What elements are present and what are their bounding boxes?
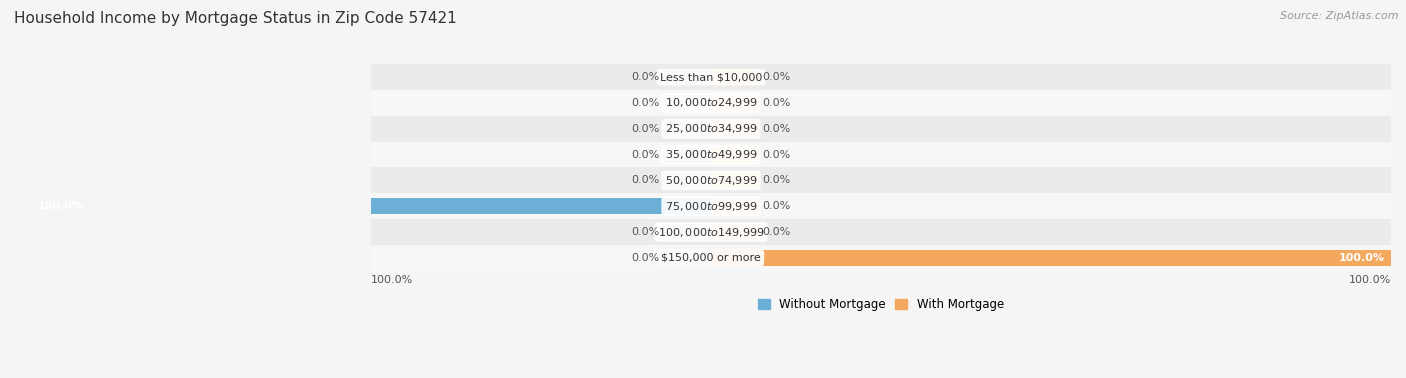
Bar	[31, 198, 711, 214]
Bar	[664, 147, 711, 163]
Text: $75,000 to $99,999: $75,000 to $99,999	[665, 200, 758, 213]
Text: 100.0%: 100.0%	[1339, 253, 1384, 263]
Bar	[664, 69, 711, 85]
Text: 0.0%: 0.0%	[762, 72, 790, 82]
Text: 100.0%: 100.0%	[1348, 275, 1391, 285]
Bar	[711, 250, 1391, 266]
Bar	[664, 250, 711, 266]
Text: 0.0%: 0.0%	[762, 98, 790, 108]
Bar	[371, 90, 1391, 116]
Text: 0.0%: 0.0%	[762, 227, 790, 237]
Bar	[371, 116, 1391, 142]
Text: 0.0%: 0.0%	[762, 150, 790, 160]
Text: 0.0%: 0.0%	[631, 124, 659, 134]
Bar	[664, 121, 711, 137]
Legend: Without Mortgage, With Mortgage: Without Mortgage, With Mortgage	[754, 293, 1008, 316]
Text: $35,000 to $49,999: $35,000 to $49,999	[665, 148, 758, 161]
Bar	[664, 224, 711, 240]
Text: 0.0%: 0.0%	[631, 175, 659, 185]
Text: Less than $10,000: Less than $10,000	[659, 72, 762, 82]
Bar	[711, 172, 759, 188]
Text: Source: ZipAtlas.com: Source: ZipAtlas.com	[1281, 11, 1399, 21]
Text: 0.0%: 0.0%	[631, 253, 659, 263]
Text: $150,000 or more: $150,000 or more	[661, 253, 761, 263]
Bar	[711, 224, 759, 240]
Text: 0.0%: 0.0%	[631, 227, 659, 237]
Bar	[711, 147, 759, 163]
Text: 100.0%: 100.0%	[38, 201, 84, 211]
Bar	[371, 219, 1391, 245]
Text: $100,000 to $149,999: $100,000 to $149,999	[658, 226, 765, 239]
Text: 0.0%: 0.0%	[762, 124, 790, 134]
Bar	[664, 172, 711, 188]
Bar	[371, 167, 1391, 193]
Text: 100.0%: 100.0%	[371, 275, 413, 285]
Bar	[371, 64, 1391, 90]
Text: 0.0%: 0.0%	[762, 201, 790, 211]
Text: 0.0%: 0.0%	[631, 98, 659, 108]
Text: $25,000 to $34,999: $25,000 to $34,999	[665, 122, 758, 135]
Text: $50,000 to $74,999: $50,000 to $74,999	[665, 174, 758, 187]
Bar	[371, 193, 1391, 219]
Text: 0.0%: 0.0%	[631, 72, 659, 82]
Text: $10,000 to $24,999: $10,000 to $24,999	[665, 96, 758, 110]
Bar	[664, 95, 711, 111]
Bar	[711, 69, 759, 85]
Text: Household Income by Mortgage Status in Zip Code 57421: Household Income by Mortgage Status in Z…	[14, 11, 457, 26]
Bar	[711, 95, 759, 111]
Bar	[371, 142, 1391, 167]
Bar	[711, 121, 759, 137]
Text: 0.0%: 0.0%	[762, 175, 790, 185]
Bar	[711, 198, 759, 214]
Bar	[371, 245, 1391, 271]
Text: 0.0%: 0.0%	[631, 150, 659, 160]
